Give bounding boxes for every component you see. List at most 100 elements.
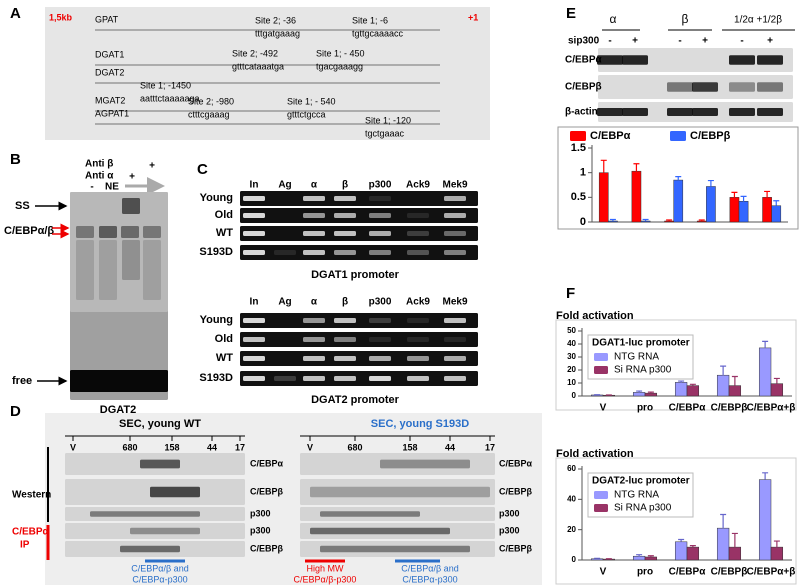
bar — [674, 382, 688, 397]
band — [334, 250, 356, 255]
gel-strip — [240, 191, 478, 206]
y-tick-label: 0 — [572, 555, 577, 564]
row-label: C/EBPα — [565, 55, 603, 66]
band — [369, 337, 391, 342]
band — [334, 318, 356, 323]
error-bar — [731, 532, 738, 548]
lane-label: β — [342, 297, 348, 308]
band — [70, 370, 168, 392]
site-label: Site 1; -120 — [365, 115, 411, 125]
band — [757, 55, 783, 65]
y-tick-label: 40 — [567, 339, 576, 348]
row-label: S193D — [199, 246, 233, 258]
lane-label: - — [90, 182, 93, 193]
error-bar — [731, 375, 738, 386]
y-tick-label: 20 — [567, 365, 576, 374]
site-seq: gtttcataaatga — [232, 61, 284, 71]
gel-strip — [240, 371, 478, 386]
band — [99, 226, 117, 238]
site-label: Site 1; -6 — [352, 15, 388, 25]
bar — [716, 374, 730, 397]
band — [597, 55, 623, 65]
band — [243, 318, 265, 323]
band — [444, 318, 466, 323]
row-label: sip300 — [568, 36, 600, 47]
error-bar — [731, 191, 738, 198]
bar — [729, 197, 740, 223]
band — [729, 55, 755, 65]
band — [243, 376, 265, 381]
gel-strip — [240, 226, 478, 241]
y-tick-label: 40 — [567, 494, 576, 503]
band — [303, 337, 325, 342]
band — [334, 231, 356, 236]
bar — [664, 220, 674, 223]
band — [150, 486, 200, 498]
bar — [696, 220, 707, 223]
band — [692, 82, 718, 92]
row-label: WT — [216, 227, 233, 239]
site-seq: tgctgaaac — [365, 128, 405, 138]
antibody-label: Anti α — [85, 171, 114, 182]
error-bar — [762, 340, 769, 348]
band — [303, 231, 325, 236]
lane-label: Ag — [278, 297, 291, 308]
marker-label: 17 — [485, 442, 495, 452]
legend-swatch — [670, 131, 686, 141]
legend-swatch — [594, 504, 608, 512]
legend-label: C/EBPα — [590, 130, 631, 142]
gel-strip — [240, 208, 478, 223]
x-tick-label: C/EBPα+β — [747, 567, 796, 578]
lane-label: Mek9 — [442, 297, 467, 308]
y-tick-label: 30 — [567, 352, 576, 361]
band — [369, 376, 391, 381]
band — [369, 196, 391, 201]
band — [243, 231, 265, 236]
error-bar — [773, 540, 780, 548]
marker-label: 158 — [402, 442, 417, 452]
band — [380, 459, 470, 469]
lane-label: β — [342, 180, 348, 191]
note: C/EBPα-p300 — [132, 574, 187, 584]
band — [757, 108, 783, 116]
bar — [608, 220, 618, 223]
band — [334, 337, 356, 342]
legend-label: NTG RNA — [614, 352, 659, 363]
group-label: β — [682, 12, 689, 26]
band — [369, 250, 391, 255]
bar — [686, 546, 700, 561]
x-tick-label: C/EBPβ — [711, 403, 748, 414]
band — [444, 250, 466, 255]
note: C/EBPα/β and — [401, 563, 458, 573]
site-seq: tttgatgaaag — [255, 28, 300, 38]
gene-name: MGAT2 — [95, 95, 125, 105]
band — [667, 82, 693, 92]
legend-label: Si RNA p300 — [614, 365, 672, 376]
legend-title: DGAT2-luc promoter — [592, 476, 690, 487]
band — [692, 108, 718, 116]
marker-label: V — [70, 442, 76, 452]
band — [243, 356, 265, 361]
row-label: p300 — [499, 508, 520, 518]
band — [407, 376, 429, 381]
gel-strip — [240, 245, 478, 260]
lane-label: + — [149, 161, 155, 172]
panel-label: B — [10, 151, 21, 168]
chart-title: Fold activation — [556, 448, 634, 460]
error-bar — [698, 219, 705, 222]
error-bar — [609, 218, 616, 222]
band — [334, 196, 356, 201]
error-bar — [720, 365, 727, 376]
bar — [674, 541, 688, 561]
band — [407, 356, 429, 361]
legend-swatch — [594, 366, 608, 374]
error-bar — [636, 390, 643, 393]
lane-label: p300 — [369, 297, 392, 308]
site-seq: gtttctgcca — [287, 109, 326, 119]
band — [444, 356, 466, 361]
group-label: Western — [12, 490, 51, 501]
band — [303, 376, 325, 381]
row-label: C/EBPα — [250, 458, 284, 468]
lane-label: In — [250, 180, 259, 191]
